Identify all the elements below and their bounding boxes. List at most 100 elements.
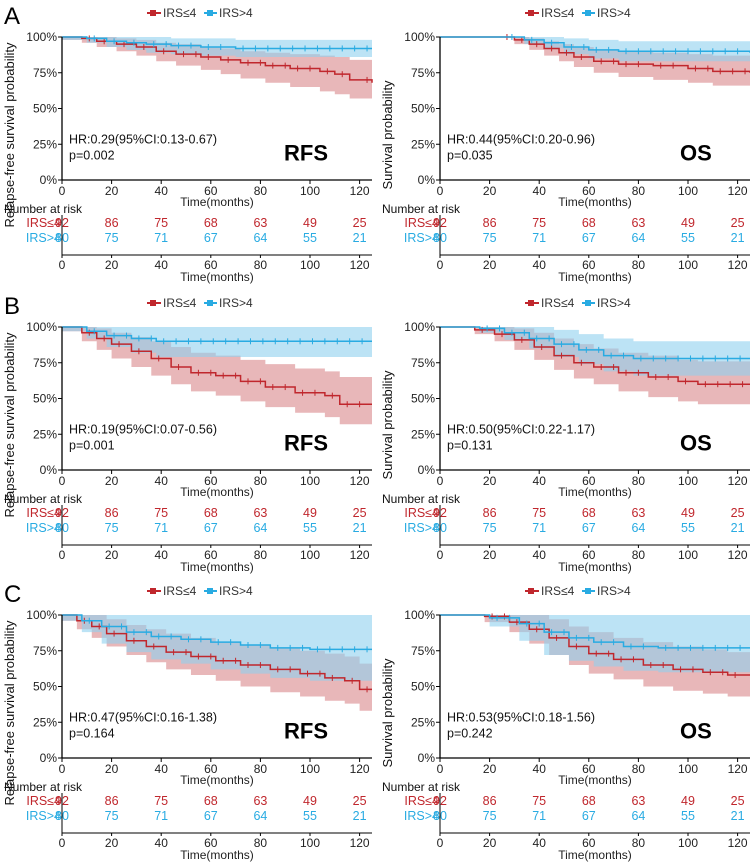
x-tick-label: 40 [533, 762, 547, 776]
x-tick-label: 80 [632, 184, 646, 198]
x-tick-label: 120 [728, 184, 748, 198]
risk-x-tick-label: 20 [483, 548, 497, 562]
risk-x-tick-label: 40 [155, 548, 169, 562]
y-axis-title: Survival probability [380, 658, 395, 768]
p-value-text: p=0.164 [69, 726, 115, 740]
risk-x-tick-label: 60 [204, 836, 218, 850]
legend-high-label: IRS>4 [597, 584, 631, 598]
risk-count-high: 21 [731, 809, 745, 823]
x-tick-label: 60 [582, 184, 596, 198]
legend-high-swatch [585, 588, 591, 594]
x-tick-label: 40 [155, 184, 169, 198]
endpoint-label: OS [680, 718, 712, 743]
risk-count-low: 75 [532, 506, 546, 520]
risk-count-low: 68 [204, 506, 218, 520]
x-tick-label: 100 [300, 184, 320, 198]
survival-curve-high [62, 614, 372, 651]
risk-count-low: 63 [253, 794, 267, 808]
risk-count-high: 64 [253, 809, 267, 823]
legend-high-label: IRS>4 [597, 296, 631, 310]
risk-row-label-high: IRS>4 [404, 231, 439, 245]
legend-low-label: IRS≤4 [163, 6, 197, 20]
risk-x-tick-label: 40 [533, 836, 547, 850]
x-tick-label: 20 [105, 474, 119, 488]
hazard-ratio-text: HR:0.50(95%CI:0.22-1.17) [447, 422, 595, 436]
risk-row-label-low: IRS≤4 [404, 506, 439, 520]
p-value-text: p=0.242 [447, 726, 493, 740]
risk-count-low: 75 [154, 216, 168, 230]
risk-x-tick-label: 0 [59, 548, 66, 562]
legend-low-label: IRS≤4 [541, 584, 575, 598]
risk-count-low: 63 [253, 506, 267, 520]
number-at-risk-title: Number at risk [382, 780, 461, 794]
x-tick-label: 80 [632, 474, 646, 488]
risk-count-high: 64 [253, 231, 267, 245]
x-tick-label: 120 [728, 474, 748, 488]
risk-count-low: 68 [204, 216, 218, 230]
y-tick-label: 0% [40, 173, 58, 187]
risk-count-high: 55 [681, 231, 695, 245]
survival-curve-low [440, 614, 750, 676]
x-tick-label: 40 [155, 762, 169, 776]
panel-letter-a: A [4, 3, 20, 30]
survival-curve-high [62, 326, 372, 343]
y-tick-label: 25% [411, 715, 435, 729]
risk-count-high: 64 [253, 521, 267, 535]
legend-low-swatch [528, 300, 534, 306]
risk-x-tick-label: 80 [632, 258, 646, 272]
survival-curve-low [440, 326, 750, 385]
risk-x-tick-label: 120 [728, 548, 748, 562]
p-value-text: p=0.002 [69, 148, 115, 162]
risk-x-tick-label: 0 [59, 836, 66, 850]
y-tick-label: 25% [33, 137, 57, 151]
risk-x-axis-title: Time(months) [180, 560, 254, 574]
risk-x-tick-label: 20 [105, 548, 119, 562]
risk-x-tick-label: 40 [155, 258, 169, 272]
risk-x-tick-label: 0 [59, 258, 66, 272]
y-axis-title: Relapse-free survival probability [2, 332, 17, 517]
x-tick-label: 100 [678, 474, 698, 488]
x-tick-label: 60 [204, 762, 218, 776]
p-value-text: p=0.131 [447, 438, 493, 452]
risk-row-label-high: IRS>4 [404, 521, 439, 535]
y-tick-label: 25% [411, 427, 435, 441]
risk-count-low: 75 [154, 794, 168, 808]
risk-count-low: 75 [532, 794, 546, 808]
risk-count-low: 75 [154, 506, 168, 520]
x-tick-label: 20 [105, 184, 119, 198]
x-tick-label: 80 [254, 762, 268, 776]
risk-count-low: 68 [582, 506, 596, 520]
risk-x-tick-label: 40 [533, 258, 547, 272]
legend-low-swatch [528, 588, 534, 594]
y-tick-label: 75% [33, 644, 57, 658]
legend-high-swatch [585, 300, 591, 306]
risk-x-tick-label: 120 [728, 258, 748, 272]
risk-x-axis-title: Time(months) [180, 848, 254, 862]
risk-count-high: 55 [681, 809, 695, 823]
y-axis-title: Relapse-free survival probability [2, 42, 17, 227]
x-tick-label: 20 [105, 762, 119, 776]
hazard-ratio-text: HR:0.19(95%CI:0.07-0.56) [69, 422, 217, 436]
km-chart-b-os: IRS≤4 IRS>40%25%50%75%100%0 20 40 60 80 100 120… [380, 296, 750, 574]
x-tick-label: 100 [300, 762, 320, 776]
y-tick-label: 0% [418, 751, 436, 765]
endpoint-label: RFS [284, 140, 328, 165]
risk-count-low: 68 [204, 794, 218, 808]
p-value-text: p=0.001 [69, 438, 115, 452]
number-at-risk-title: Number at risk [4, 202, 83, 216]
x-tick-label: 120 [350, 474, 370, 488]
y-tick-label: 50% [33, 680, 57, 694]
endpoint-label: OS [680, 430, 712, 455]
risk-x-axis-title: Time(months) [558, 560, 632, 574]
legend-low-label: IRS≤4 [163, 584, 197, 598]
y-tick-label: 0% [418, 173, 436, 187]
risk-count-low: 25 [353, 506, 367, 520]
risk-x-axis-title: Time(months) [180, 270, 254, 284]
risk-x-tick-label: 0 [437, 836, 444, 850]
y-tick-label: 75% [411, 66, 435, 80]
risk-count-low: 49 [303, 506, 317, 520]
x-axis-title: Time(months) [180, 195, 254, 209]
risk-count-high: 67 [582, 521, 596, 535]
legend-high-swatch [207, 300, 213, 306]
risk-count-high: 55 [303, 231, 317, 245]
